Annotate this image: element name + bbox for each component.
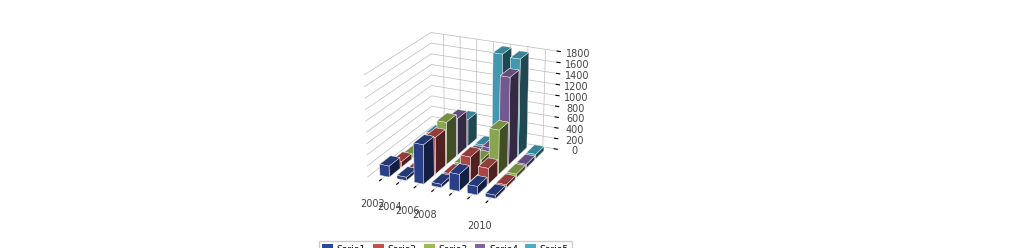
Legend: Serie1, Serie2, Serie3, Serie4, Serie5: Serie1, Serie2, Serie3, Serie4, Serie5 — [318, 241, 572, 248]
